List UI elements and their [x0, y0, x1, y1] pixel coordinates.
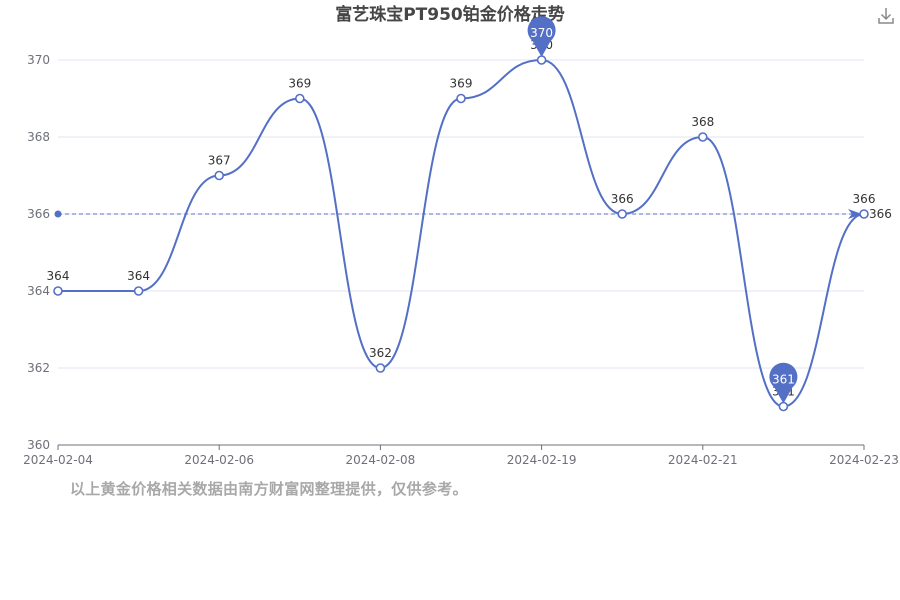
footer-note: 以上黄金价格相关数据由南方财富网整理提供，仅供参考。	[70, 480, 468, 498]
data-label: 367	[208, 154, 231, 168]
average-line-arrow	[848, 209, 862, 219]
data-point	[617, 209, 628, 219]
data-point	[53, 286, 63, 296]
data-point	[456, 93, 466, 104]
average-line-label: 366	[869, 207, 892, 221]
x-tick-label: 2024-02-04	[23, 453, 93, 467]
data-point	[375, 363, 386, 373]
data-label: 364	[127, 269, 150, 283]
y-tick-label: 362	[27, 361, 50, 375]
chart-title: 富艺珠宝PT950铂金价格走势	[335, 4, 565, 25]
x-tick-label: 2024-02-08	[346, 453, 416, 467]
data-label: 364	[47, 269, 70, 283]
y-tick-label: 366	[27, 207, 50, 221]
max-pin-label: 370	[530, 26, 553, 40]
x-tick-label: 2024-02-23	[829, 453, 899, 467]
data-label: 362	[369, 346, 392, 360]
data-point	[536, 55, 547, 65]
y-tick-label: 368	[27, 130, 50, 144]
download-icon[interactable]	[876, 6, 896, 26]
data-label: 369	[288, 77, 311, 91]
data-point	[697, 132, 708, 142]
data-point	[294, 93, 305, 104]
x-tick-label: 2024-02-21	[668, 453, 738, 467]
y-tick-label: 360	[27, 438, 50, 452]
y-tick-label: 364	[27, 284, 50, 298]
y-tick-label: 370	[27, 53, 50, 67]
data-point	[778, 401, 789, 412]
max-pin	[527, 16, 556, 57]
x-tick-label: 2024-02-19	[507, 453, 577, 467]
data-point	[859, 209, 869, 219]
data-label: 366	[853, 192, 876, 206]
series-line	[57, 58, 865, 408]
average-line-start-dot	[54, 210, 62, 218]
data-point	[214, 170, 224, 181]
data-label: 368	[691, 115, 714, 129]
min-pin-label: 361	[772, 373, 795, 387]
data-label: 369	[450, 77, 473, 91]
min-pin	[769, 362, 798, 404]
x-tick-label: 2024-02-06	[184, 453, 254, 467]
data-point	[133, 286, 144, 296]
data-label: 366	[611, 192, 634, 206]
